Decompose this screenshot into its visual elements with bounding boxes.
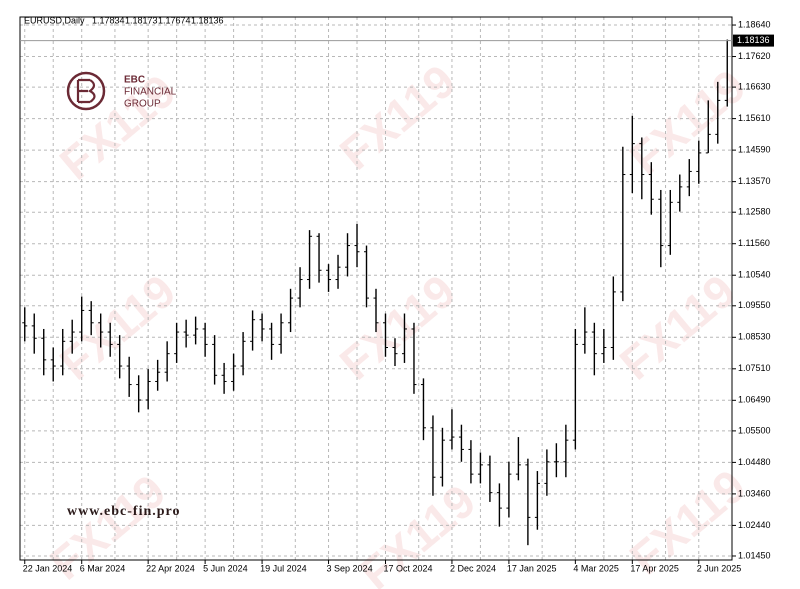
x-tick-label: 22 Apr 2024 bbox=[146, 563, 195, 573]
y-tick-label: 1.04480 bbox=[738, 457, 771, 467]
y-tick-label: 1.07510 bbox=[738, 363, 771, 373]
logo-text: GROUP bbox=[124, 99, 161, 110]
symbol: EURUSD,Daily bbox=[24, 15, 85, 25]
y-tick-label: 1.05500 bbox=[738, 425, 771, 435]
website: www.ebc-fin.pro bbox=[67, 504, 181, 519]
y-tick-label: 1.16630 bbox=[738, 81, 771, 91]
quote-value: 1.18173 bbox=[125, 15, 158, 25]
grid: 1.18640 1.17620 1.16630 1.15610 1.14590 1.135… bbox=[20, 17, 771, 573]
x-tick-label: 17 Jan 2025 bbox=[507, 563, 557, 573]
bars bbox=[22, 39, 730, 546]
y-tick-label: 1.12580 bbox=[738, 207, 771, 217]
x-tick-label: 4 Mar 2025 bbox=[573, 563, 619, 573]
x-tick-label: 5 Jun 2024 bbox=[203, 563, 248, 573]
y-tick-label: 1.13570 bbox=[738, 176, 771, 186]
logo-text: EBC bbox=[124, 75, 145, 86]
x-tick-label: 17 Oct 2024 bbox=[383, 563, 432, 573]
y-tick-label: 1.17620 bbox=[738, 51, 771, 61]
x-tick-label: 6 Mar 2024 bbox=[80, 563, 126, 573]
logo-text: FINANCIAL bbox=[124, 87, 177, 98]
quote-value: 1.18136 bbox=[191, 15, 224, 25]
y-tick-label: 1.08530 bbox=[738, 332, 771, 342]
y-tick-label: 1.18640 bbox=[738, 19, 771, 29]
y-tick-label: 1.09550 bbox=[738, 300, 771, 310]
x-tick-label: 2 Jun 2025 bbox=[697, 563, 742, 573]
quote: 1.17834 1.18173 1.17674 1.18136 bbox=[92, 15, 224, 25]
y-tick-label: 1.01450 bbox=[738, 550, 771, 560]
quote-value: 1.17674 bbox=[158, 15, 191, 25]
plot-frame bbox=[19, 16, 733, 561]
last-price-box bbox=[733, 34, 774, 47]
y-tick-label: 1.14590 bbox=[738, 144, 771, 154]
x-tick-label: 17 Apr 2025 bbox=[630, 563, 679, 573]
y-tick-label: 1.15610 bbox=[738, 113, 771, 123]
x-tick-label: 2 Dec 2024 bbox=[450, 563, 496, 573]
quote-value: 1.17834 bbox=[92, 15, 125, 25]
last-price-label: 1.18136 bbox=[737, 35, 770, 45]
x-tick-label: 19 Jul 2024 bbox=[260, 563, 307, 573]
logo-ring bbox=[66, 71, 106, 111]
y-tick-label: 1.10540 bbox=[738, 270, 771, 280]
x-tick-label: 22 Jan 2024 bbox=[23, 563, 73, 573]
y-tick-label: 1.06490 bbox=[738, 395, 771, 405]
y-tick-label: 1.11560 bbox=[738, 238, 770, 248]
y-tick-label: 1.03460 bbox=[738, 488, 771, 498]
logo: EBC FINANCIAL GROUP bbox=[66, 71, 177, 111]
y-tick-label: 1.02440 bbox=[738, 520, 771, 530]
logo-mark bbox=[76, 78, 96, 104]
x-tick-label: 3 Sep 2024 bbox=[327, 563, 373, 573]
